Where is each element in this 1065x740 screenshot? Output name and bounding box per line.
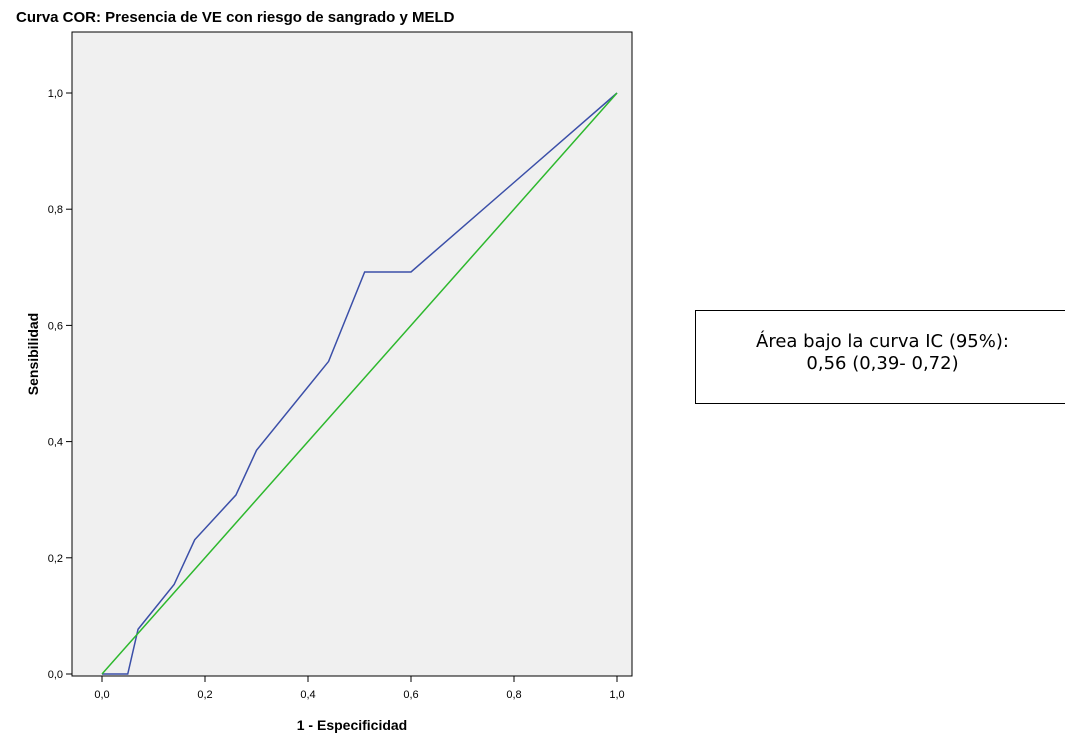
series-layer (101, 92, 618, 675)
y-tick-label: 0,0 (48, 669, 63, 681)
x-tick-label: 0,6 (403, 689, 418, 701)
x-axis-label: 1 - Especificidad (297, 717, 407, 733)
y-axis-label: Sensibilidad (25, 313, 41, 395)
y-tick-label: 0,2 (48, 553, 63, 565)
y-tick-label: 0,6 (48, 320, 63, 332)
x-tick-label: 0,4 (300, 689, 315, 701)
plot-area (71, 31, 633, 677)
x-tick-label: 0,8 (506, 689, 521, 701)
y-tick-label: 0,8 (48, 204, 63, 216)
x-axis-ticks: 0,0 0,2 0,4 0,6 0,8 1,0 (94, 676, 625, 701)
x-tick-label: 0,2 (197, 689, 212, 701)
y-tick-label: 1,0 (48, 88, 63, 100)
roc-curve-line (102, 92, 618, 675)
y-axis-ticks: 0,0 0,2 0,4 0,6 0,8 1,0 (48, 88, 72, 681)
x-tick-label: 0,0 (94, 689, 109, 701)
auc-annotation-line1: Área bajo la curva IC (95%): (756, 331, 1009, 352)
y-tick-label: 0,4 (48, 437, 63, 449)
x-tick-label: 1,0 (609, 689, 624, 701)
auc-annotation-line2: 0,56 (0,39- 0,72) (806, 353, 959, 374)
chart-title: Curva COR: Presencia de VE con riesgo de… (16, 9, 455, 26)
auc-annotation-box: Área bajo la curva IC (95%): 0,56 (0,39-… (695, 310, 1065, 404)
reference-diagonal-line (101, 92, 618, 675)
